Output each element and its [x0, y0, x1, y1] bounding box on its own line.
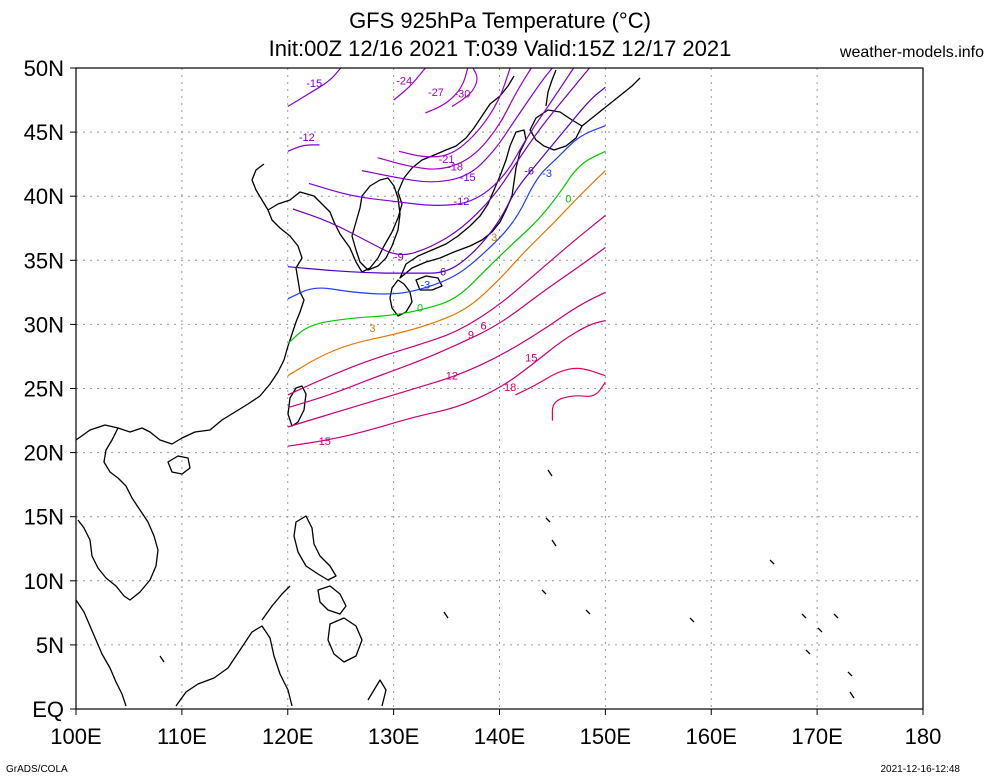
- contour-label: 15: [525, 353, 537, 365]
- isotherm-line: [287, 214, 606, 396]
- coastline-vietnam: [77, 427, 159, 601]
- contour-label: -27: [428, 87, 444, 99]
- brand-label: weather-models.info: [839, 44, 984, 61]
- contour-label: -3: [542, 168, 552, 180]
- coastline-taiwan: [287, 385, 307, 427]
- coastline-visayas: [317, 585, 347, 615]
- x-tick-label: 130E: [368, 724, 419, 749]
- footer-software: GrADS/COLA: [6, 764, 68, 775]
- isotherm-contours: [287, 67, 606, 447]
- coastline-mainland: [75, 75, 515, 445]
- isotherm-line: [398, 67, 511, 158]
- x-tick-label: 160E: [686, 724, 737, 749]
- contour-label: -15: [306, 78, 322, 90]
- contour-label: 18: [504, 382, 516, 394]
- coastline-islands: [159, 469, 855, 699]
- isotherm-line: [377, 67, 532, 170]
- coastline-sakhalin: [545, 69, 557, 107]
- contour-label: -15: [460, 172, 476, 184]
- coastline-mindanao: [327, 617, 363, 663]
- isotherm-line: [287, 150, 606, 345]
- x-tick-label: 140E: [474, 724, 525, 749]
- isotherm-line: [393, 67, 426, 101]
- graticule: [76, 68, 923, 709]
- x-tick-label: 150E: [580, 724, 631, 749]
- contour-label: -30: [454, 88, 470, 100]
- y-tick-label: 15N: [24, 505, 64, 530]
- isotherm-line: [361, 67, 553, 183]
- isotherm-line: [451, 67, 478, 108]
- coastlines: [75, 69, 855, 707]
- contour-label: 0: [565, 194, 571, 206]
- coastline-kurils: [581, 77, 641, 127]
- y-tick-label: 20N: [24, 441, 64, 466]
- map-subtitle: Init:00Z 12/16 2021 T:039 Valid:15Z 12/1…: [268, 36, 732, 61]
- isotherm-line: [308, 67, 575, 206]
- isotherm-line: [287, 247, 606, 409]
- contour-label: 3: [369, 323, 375, 335]
- isotherm-line: [287, 67, 342, 108]
- isotherm-line: [287, 125, 606, 300]
- y-tick-label: 50N: [24, 56, 64, 81]
- contour-label: -6: [436, 267, 446, 279]
- footer-timestamp: 2021-12-16-12:48: [880, 764, 960, 775]
- isotherm-line: [292, 67, 590, 256]
- y-tick-label: 10N: [24, 569, 64, 594]
- coastline-sulawesi: [367, 679, 387, 707]
- contour-label: -24: [396, 76, 412, 88]
- contour-label: -12: [453, 196, 469, 208]
- isotherm-line: [287, 291, 606, 428]
- isotherm-line: [287, 170, 606, 377]
- coastline-hokkaido: [529, 109, 583, 151]
- x-tick-label: 180: [905, 724, 942, 749]
- contour-label: 6: [481, 321, 487, 333]
- coastline-peninsula: [75, 599, 127, 707]
- coastline-borneo: [175, 625, 293, 707]
- y-tick-label: EQ: [32, 697, 64, 722]
- contour-label: -12: [299, 132, 315, 144]
- axis-ticks: 100E 110E 120E 130E 140E 150E 160E 170E 18050N45…: [24, 56, 942, 749]
- coastline-luzon: [293, 515, 337, 581]
- y-tick-label: 45N: [24, 120, 64, 145]
- y-tick-label: 25N: [24, 377, 64, 402]
- coastline-bohai: [251, 163, 269, 211]
- x-tick-label: 100E: [50, 724, 101, 749]
- contour-label: 9: [468, 330, 474, 342]
- contour-labels: -15 -24-27 -30-12-21-18-15-12-6 -3-9-6-303 6…: [299, 76, 572, 448]
- x-tick-label: 120E: [262, 724, 313, 749]
- contour-label: 15: [319, 436, 331, 448]
- y-tick-label: 30N: [24, 312, 64, 337]
- map-title: GFS 925hPa Temperature (°C): [349, 8, 651, 33]
- x-tick-label: 110E: [157, 724, 207, 749]
- contour-label: -3: [420, 280, 430, 292]
- y-tick-label: 35N: [24, 248, 64, 273]
- y-tick-label: 5N: [36, 633, 64, 658]
- contour-label: -21: [439, 154, 455, 166]
- coastline-palawan: [261, 585, 291, 621]
- coastline-honshu: [399, 129, 527, 279]
- contour-label: -9: [394, 251, 404, 263]
- coastline-shikoku: [415, 275, 443, 291]
- contour-label: -6: [524, 165, 534, 177]
- y-tick-label: 40N: [24, 184, 64, 209]
- contour-label: 0: [417, 303, 423, 315]
- x-tick-label: 170E: [791, 724, 842, 749]
- isotherm-line: [287, 86, 606, 274]
- contour-label: 3: [491, 232, 497, 244]
- isotherm-line: [287, 320, 606, 447]
- coastline-korea: [351, 177, 401, 271]
- coastline-hainan: [167, 455, 191, 475]
- contour-label: -18: [447, 162, 463, 174]
- isotherm-line: [551, 381, 606, 421]
- isotherm-line: [287, 144, 320, 152]
- isotherm-line: [425, 67, 469, 114]
- coastline-kyushu: [389, 279, 413, 317]
- contour-label: 12: [446, 371, 458, 383]
- isotherm-line: [515, 367, 606, 396]
